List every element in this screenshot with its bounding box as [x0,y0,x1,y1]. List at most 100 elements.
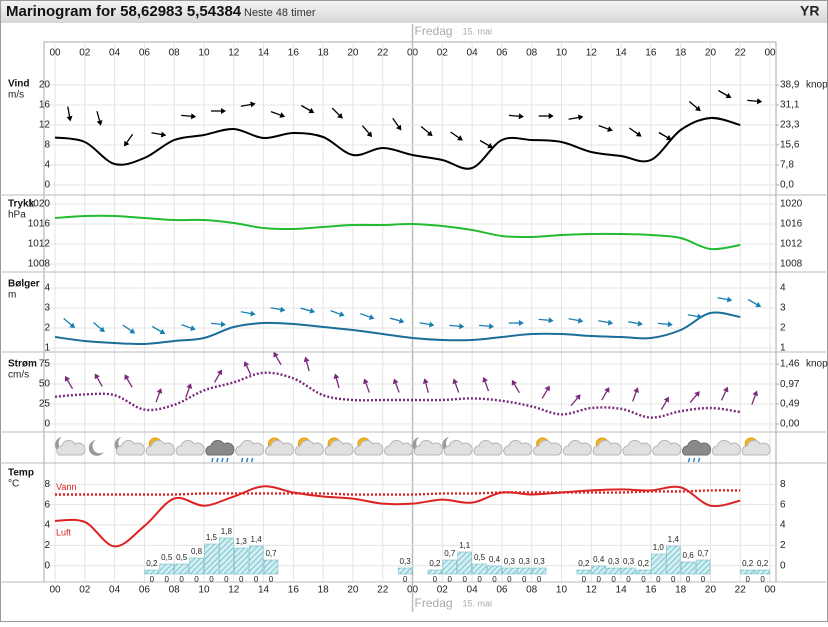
x-tick-label: 06 [496,48,508,59]
precip-label: 0,2 [429,559,441,568]
direction-arrow [151,131,167,138]
arrow-head [159,328,166,335]
rain-drop [216,457,219,463]
panel-label: Bølger [8,279,40,290]
precip-min-label: 0 [492,575,497,584]
cloud [235,439,265,456]
direction-arrow [122,324,136,334]
data-line [54,371,741,419]
precip-label: 0,5 [161,553,173,562]
cloud [562,439,592,456]
arrow-head [160,131,167,138]
precip-label: 1,3 [236,537,248,546]
x-tick-label: 08 [169,585,181,596]
y-tick-label: 0 [44,180,50,191]
precip-label: 0,5 [474,553,486,562]
direction-arrow [392,117,402,131]
panel-label: Trykk [8,199,35,210]
precip-label: 0,3 [534,557,546,566]
precip-bar [189,557,204,575]
direction-arrow [538,317,554,324]
data-line [54,214,741,251]
arrow-head [452,378,459,385]
weather-icon [294,437,324,456]
precip-min-label: 0 [165,575,170,584]
arrow-head [667,321,673,328]
direction-arrow [273,351,282,366]
x-tick-label: 16 [288,48,300,59]
direction-arrow [152,325,166,335]
y2-tick-label: 31,1 [780,100,800,111]
arrow-head [392,378,399,385]
y-right-tick-label: 1012 [780,239,803,250]
precip-label: 1,4 [668,535,680,544]
direction-arrow [660,396,669,410]
rain-drop [697,457,701,463]
x-tick-label: 08 [526,48,538,59]
cloud [711,439,741,456]
y2-tick-label: 0,97 [780,379,800,390]
arrow-head [309,307,316,314]
direction-arrow [270,110,286,118]
arrow-head [94,373,100,380]
precip-bar [695,559,711,575]
direction-arrow [270,306,286,313]
arrow-head [755,301,762,308]
arrow-head [337,113,343,119]
arrow-head [338,311,345,317]
y-right-tick-label: 1016 [780,219,803,230]
direction-arrow [64,375,74,390]
y-right-tick-label: 1 [780,343,786,354]
y-tick-label: 1020 [28,199,51,210]
y-tick-label: 8 [44,479,50,490]
direction-arrow [511,379,520,394]
arrow-head [457,135,463,141]
panel-unit: m/s [8,90,24,101]
precip-bar [591,565,606,575]
x-tick-label: 22 [735,585,747,596]
arrow-head [422,378,429,384]
y-tick-label: 50 [39,379,51,390]
arrow-head [607,126,613,132]
precip-label: 0,2 [757,559,769,568]
weather-icon [652,439,682,456]
precip-min-label: 0 [701,575,706,584]
precip-bar [248,545,264,575]
panel-unit: °C [8,479,19,490]
weather-icon [88,440,104,456]
arrow-head [396,124,402,131]
direction-arrow [240,310,256,317]
y-tick-label: 6 [44,499,50,510]
y-tick-label: 12 [39,120,51,131]
direction-arrow [300,307,316,314]
precip-min-label: 0 [507,575,512,584]
legend-label: Vann [56,482,76,492]
moon [88,440,104,456]
arrow-head [488,323,495,330]
y-right-tick-label: 1008 [780,259,803,270]
cloud [145,439,175,456]
x-tick-label: 04 [467,585,479,596]
x-tick-label: 18 [318,585,330,596]
direction-arrow [155,388,163,403]
arrow-head [216,369,223,376]
precip-bar [651,553,666,575]
precip-min-label: 0 [656,575,661,584]
direction-arrow [449,323,465,330]
direction-arrow [450,131,463,141]
data-line [54,116,741,170]
precip-bar [159,563,174,575]
precip-label: 0,3 [623,557,635,566]
precip-min-label: 0 [641,575,646,584]
arrow-head [250,310,256,317]
arrow-head [518,113,524,120]
arrow-head [96,120,103,126]
precip-label: 0,3 [519,557,531,566]
weather-icon [55,437,86,456]
y-right-tick-label: 2 [780,540,786,551]
precip-label: 1,8 [221,527,233,536]
rain-drop [687,457,691,463]
x-tick-label: 06 [139,48,151,59]
precip-label: 0,5 [176,553,188,562]
